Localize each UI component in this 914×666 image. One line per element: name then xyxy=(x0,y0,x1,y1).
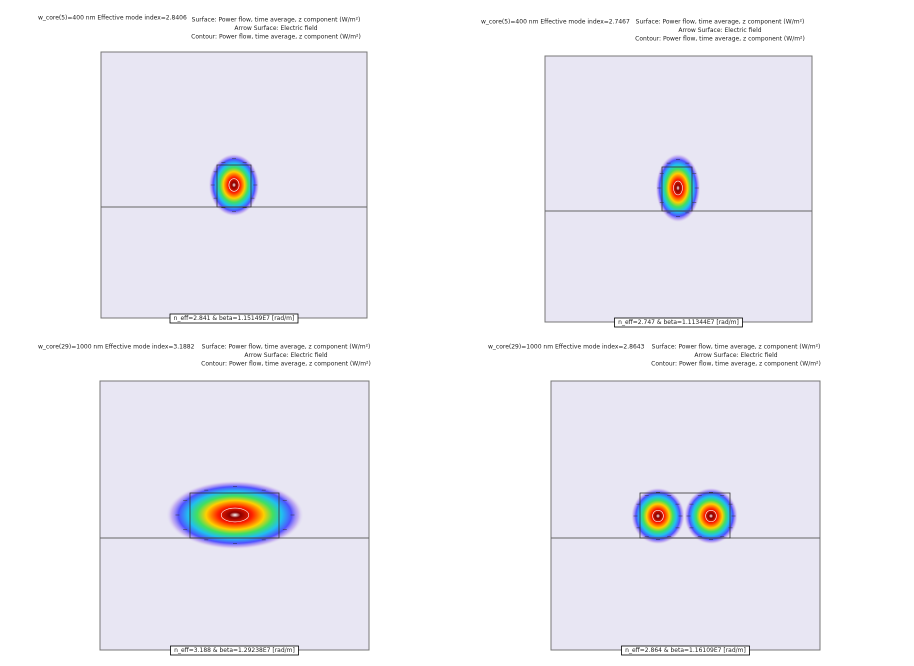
core xyxy=(661,166,693,212)
plot-legend: Surface: Power flow, time average, z com… xyxy=(652,344,821,351)
contour xyxy=(652,509,664,522)
contour xyxy=(220,507,250,523)
plot-legend: Contour: Power flow, time average, z com… xyxy=(201,361,371,368)
plot-legend: Contour: Power flow, time average, z com… xyxy=(191,34,361,41)
caption: n_eff=2.864 & beta=1.16109E7 [rad/m] xyxy=(625,647,746,654)
contour xyxy=(705,509,717,522)
panel-title: w_core(29)=1000 nm Effective mode index=… xyxy=(38,344,195,351)
mode-field xyxy=(166,480,304,550)
core xyxy=(639,492,731,539)
caption-box xyxy=(621,645,750,656)
plot-legend: Contour: Power flow, time average, z com… xyxy=(651,361,821,368)
plot-legend: Surface: Power flow, time average, z com… xyxy=(192,17,361,24)
panel-title: w_core(5)=400 nm Effective mode index=2.… xyxy=(481,19,630,26)
contour xyxy=(228,178,240,192)
mode-field xyxy=(684,487,738,545)
panel-title: w_core(29)=1000 nm Effective mode index=… xyxy=(488,344,645,351)
plot-legend: Contour: Power flow, time average, z com… xyxy=(635,36,805,43)
caption: n_eff=2.841 & beta=1.15149E7 [rad/m] xyxy=(174,315,295,322)
core xyxy=(216,164,252,208)
plot-legend: Surface: Power flow, time average, z com… xyxy=(636,19,805,26)
mode-field xyxy=(208,153,260,217)
caption-box xyxy=(614,317,743,328)
mode-field xyxy=(631,487,685,545)
core xyxy=(189,492,280,539)
caption-box xyxy=(170,645,299,656)
plot-legend: Surface: Power flow, time average, z com… xyxy=(202,344,371,351)
mode-field xyxy=(655,153,701,223)
caption-box xyxy=(169,313,299,324)
caption: n_eff=2.747 & beta=1.11344E7 [rad/m] xyxy=(618,319,739,326)
plot-legend: Arrow Surface: Electric field xyxy=(694,352,777,359)
plot-legend: Arrow Surface: Electric field xyxy=(678,27,761,34)
plot-legend: Arrow Surface: Electric field xyxy=(234,25,317,32)
caption: n_eff=3.188 & beta=1.29238E7 [rad/m] xyxy=(174,647,295,654)
contour xyxy=(673,180,683,196)
plot-legend: Arrow Surface: Electric field xyxy=(244,352,327,359)
panel-title: w_core(5)=400 nm Effective mode index=2.… xyxy=(38,15,187,22)
